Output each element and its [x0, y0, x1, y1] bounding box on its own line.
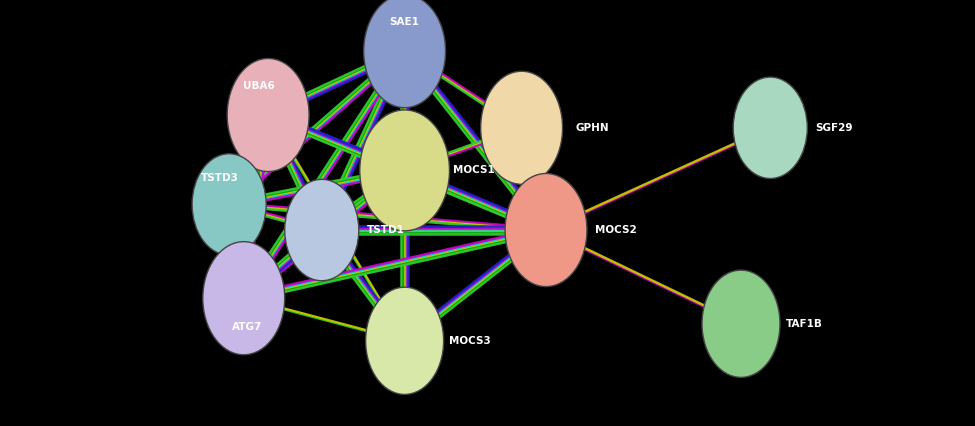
Text: UBA6: UBA6: [243, 81, 274, 91]
Text: TAF1B: TAF1B: [786, 319, 823, 329]
Text: ATG7: ATG7: [231, 322, 262, 332]
Text: SAE1: SAE1: [390, 17, 419, 27]
Ellipse shape: [733, 77, 807, 178]
Ellipse shape: [364, 0, 446, 108]
Text: MOCS3: MOCS3: [449, 336, 491, 346]
Ellipse shape: [505, 173, 587, 287]
Text: MOCS2: MOCS2: [595, 225, 637, 235]
Text: MOCS1: MOCS1: [453, 165, 495, 176]
Ellipse shape: [366, 287, 444, 394]
Text: TSTD3: TSTD3: [201, 173, 238, 183]
Ellipse shape: [702, 270, 780, 377]
Ellipse shape: [285, 179, 359, 281]
Ellipse shape: [192, 154, 266, 255]
Text: GPHN: GPHN: [575, 123, 608, 133]
Ellipse shape: [203, 242, 285, 355]
Ellipse shape: [227, 58, 309, 172]
Ellipse shape: [360, 110, 449, 231]
Text: SGF29: SGF29: [815, 123, 852, 133]
Ellipse shape: [481, 71, 563, 184]
Text: TSTD1: TSTD1: [367, 225, 405, 235]
